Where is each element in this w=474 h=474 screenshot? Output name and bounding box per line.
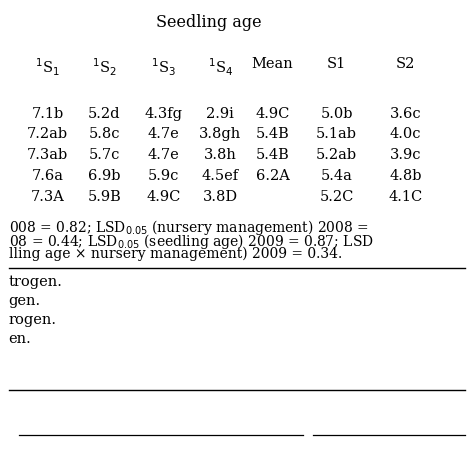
Text: lling age × nursery management) 2009 = 0.34.: lling age × nursery management) 2009 = 0…: [9, 246, 343, 261]
Text: 5.4a: 5.4a: [320, 169, 353, 183]
Text: 3.6c: 3.6c: [390, 107, 421, 121]
Text: 4.9C: 4.9C: [255, 107, 290, 121]
Text: 4.9C: 4.9C: [146, 190, 181, 204]
Text: gen.: gen.: [9, 294, 41, 308]
Text: 4.0c: 4.0c: [390, 127, 421, 141]
Text: $^1$S$_3$: $^1$S$_3$: [151, 57, 176, 78]
Text: 7.2ab: 7.2ab: [27, 127, 68, 141]
Text: $^1$S$_4$: $^1$S$_4$: [208, 57, 233, 78]
Text: 4.8b: 4.8b: [389, 169, 421, 183]
Text: 5.8c: 5.8c: [89, 127, 120, 141]
Text: 3.8h: 3.8h: [204, 148, 237, 162]
Text: 6.9b: 6.9b: [88, 169, 120, 183]
Text: 008 = 0.82; LSD$_{0.05}$ (nursery management) 2008 =: 008 = 0.82; LSD$_{0.05}$ (nursery manage…: [9, 218, 369, 237]
Text: 4.1C: 4.1C: [388, 190, 422, 204]
Text: en.: en.: [9, 332, 31, 346]
Text: 5.4B: 5.4B: [255, 148, 290, 162]
Text: 3.8D: 3.8D: [203, 190, 238, 204]
Text: $^1$S$_1$: $^1$S$_1$: [35, 57, 60, 78]
Text: S1: S1: [327, 57, 346, 71]
Text: 4.7e: 4.7e: [148, 127, 179, 141]
Text: 5.2C: 5.2C: [319, 190, 354, 204]
Text: 5.2d: 5.2d: [88, 107, 120, 121]
Text: 5.1ab: 5.1ab: [316, 127, 357, 141]
Text: 6.2A: 6.2A: [255, 169, 290, 183]
Text: 7.6a: 7.6a: [31, 169, 64, 183]
Text: Mean: Mean: [252, 57, 293, 71]
Text: S2: S2: [396, 57, 415, 71]
Text: 7.3ab: 7.3ab: [27, 148, 68, 162]
Text: trogen.: trogen.: [9, 275, 63, 289]
Text: 4.7e: 4.7e: [148, 148, 179, 162]
Text: 5.9c: 5.9c: [148, 169, 179, 183]
Text: $^1$S$_2$: $^1$S$_2$: [92, 57, 117, 78]
Text: 5.2ab: 5.2ab: [316, 148, 357, 162]
Text: 5.9B: 5.9B: [87, 190, 121, 204]
Text: 7.1b: 7.1b: [31, 107, 64, 121]
Text: 5.7c: 5.7c: [89, 148, 120, 162]
Text: Seedling age: Seedling age: [156, 14, 261, 31]
Text: rogen.: rogen.: [9, 313, 56, 327]
Text: 5.4B: 5.4B: [255, 127, 290, 141]
Text: 5.0b: 5.0b: [320, 107, 353, 121]
Text: 2.9i: 2.9i: [207, 107, 234, 121]
Text: 3.8gh: 3.8gh: [199, 127, 242, 141]
Text: 4.3fg: 4.3fg: [145, 107, 182, 121]
Text: 4.5ef: 4.5ef: [202, 169, 239, 183]
Text: 7.3A: 7.3A: [30, 190, 64, 204]
Text: 08 = 0.44; LSD$_{0.05}$ (seedling age) 2009 = 0.87; LSD: 08 = 0.44; LSD$_{0.05}$ (seedling age) 2…: [9, 232, 374, 251]
Text: 3.9c: 3.9c: [390, 148, 421, 162]
